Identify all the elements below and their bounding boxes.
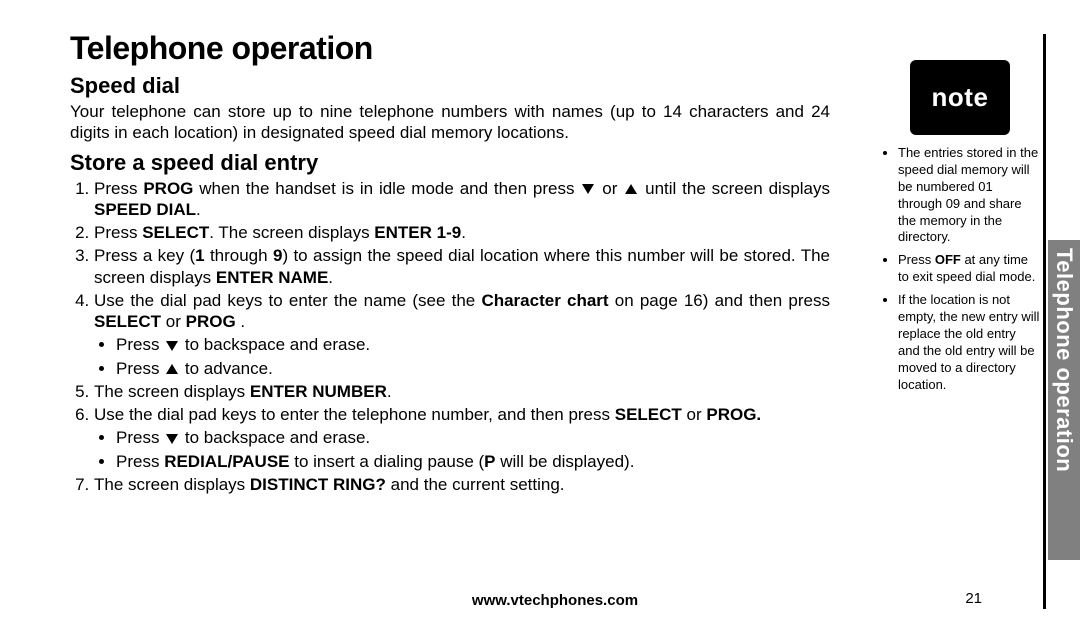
text: Press bbox=[898, 252, 935, 267]
text: Press bbox=[116, 359, 164, 378]
step-2: Press SELECT. The screen displays ENTER … bbox=[94, 222, 830, 243]
text: to insert a dialing pause ( bbox=[290, 452, 485, 471]
text: and the current setting. bbox=[386, 475, 565, 494]
text: Press bbox=[116, 452, 164, 471]
step-1: Press PROG when the handset is in idle m… bbox=[94, 178, 830, 221]
ref-character-chart: Character chart bbox=[481, 291, 608, 310]
step-6: Use the dial pad keys to enter the telep… bbox=[94, 404, 830, 472]
text: until the screen displays bbox=[639, 179, 830, 198]
text: will be displayed). bbox=[496, 452, 635, 471]
text: to backspace and erase. bbox=[180, 428, 370, 447]
note-list: The entries stored in the speed dial mem… bbox=[880, 145, 1040, 393]
arrow-down-icon bbox=[582, 184, 594, 194]
key-prog: PROG bbox=[143, 179, 193, 198]
arrow-down-icon bbox=[166, 341, 178, 351]
key-redial-pause: REDIAL/PAUSE bbox=[164, 452, 289, 471]
text: or bbox=[682, 405, 707, 424]
text: Press bbox=[94, 223, 142, 242]
step-6-sublist: Press to backspace and erase. Press REDI… bbox=[94, 427, 830, 472]
arrow-up-icon bbox=[625, 184, 637, 194]
note-item-1: The entries stored in the speed dial mem… bbox=[898, 145, 1040, 246]
speed-dial-heading: Speed dial bbox=[70, 73, 830, 99]
step-4-sublist: Press to backspace and erase. Press to a… bbox=[94, 334, 830, 379]
note-badge: note bbox=[910, 60, 1010, 135]
screen-p: P bbox=[484, 452, 495, 471]
text: when the handset is in idle mode and the… bbox=[193, 179, 580, 198]
text: Press bbox=[94, 179, 143, 198]
step-5: The screen displays ENTER NUMBER. bbox=[94, 381, 830, 402]
step-7: The screen displays DISTINCT RING? and t… bbox=[94, 474, 830, 495]
key-select: SELECT bbox=[142, 223, 209, 242]
step-4: Use the dial pad keys to enter the name … bbox=[94, 290, 830, 379]
screen-enter-name: ENTER NAME bbox=[216, 268, 328, 287]
note-item-3: If the location is not empty, the new en… bbox=[898, 292, 1040, 393]
text: . bbox=[387, 382, 392, 401]
key-prog: PROG. bbox=[706, 405, 761, 424]
manual-page: Telephone operation Telephone operation … bbox=[0, 0, 1080, 643]
text: . bbox=[196, 200, 201, 219]
text: Press bbox=[116, 428, 164, 447]
screen-enter-1-9: ENTER 1-9 bbox=[374, 223, 461, 242]
key-1: 1 bbox=[195, 246, 204, 265]
text: to backspace and erase. bbox=[180, 335, 370, 354]
step-3: Press a key (1 through 9) to assign the … bbox=[94, 245, 830, 288]
text: The screen displays bbox=[94, 475, 250, 494]
text: The screen displays bbox=[94, 382, 250, 401]
note-column: note The entries stored in the speed dia… bbox=[880, 60, 1040, 399]
key-prog: PROG bbox=[186, 312, 236, 331]
page-number: 21 bbox=[965, 590, 982, 607]
arrow-down-icon bbox=[166, 434, 178, 444]
text: Press a key ( bbox=[94, 246, 195, 265]
content-area: Telephone operation Speed dial Your tele… bbox=[70, 30, 1040, 613]
screen-speed-dial: SPEED DIAL bbox=[94, 200, 196, 219]
step-6-sub-2: Press REDIAL/PAUSE to insert a dialing p… bbox=[116, 451, 830, 472]
text: . bbox=[236, 312, 245, 331]
speed-dial-intro: Your telephone can store up to nine tele… bbox=[70, 101, 830, 144]
arrow-up-icon bbox=[166, 364, 178, 374]
text: to advance. bbox=[180, 359, 273, 378]
text: Use the dial pad keys to enter the telep… bbox=[94, 405, 615, 424]
main-column: Telephone operation Speed dial Your tele… bbox=[70, 30, 830, 495]
section-title: Telephone operation bbox=[70, 30, 830, 67]
key-off: OFF bbox=[935, 252, 961, 267]
key-select: SELECT bbox=[94, 312, 161, 331]
text: through bbox=[205, 246, 273, 265]
text: . The screen displays bbox=[209, 223, 374, 242]
step-4-sub-2: Press to advance. bbox=[116, 358, 830, 379]
text: or bbox=[161, 312, 186, 331]
key-select: SELECT bbox=[615, 405, 682, 424]
step-6-sub-1: Press to backspace and erase. bbox=[116, 427, 830, 448]
text: Press bbox=[116, 335, 164, 354]
right-border bbox=[1043, 34, 1046, 609]
screen-enter-number: ENTER NUMBER bbox=[250, 382, 387, 401]
step-4-sub-1: Press to backspace and erase. bbox=[116, 334, 830, 355]
text: Use the dial pad keys to enter the name … bbox=[94, 291, 481, 310]
screen-distinct-ring: DISTINCT RING? bbox=[250, 475, 386, 494]
text: . bbox=[461, 223, 466, 242]
text: on page 16) and then press bbox=[609, 291, 830, 310]
store-entry-heading: Store a speed dial entry bbox=[70, 150, 830, 176]
text: . bbox=[328, 268, 333, 287]
note-item-2: Press OFF at any time to exit speed dial… bbox=[898, 252, 1040, 286]
footer-url: www.vtechphones.com bbox=[70, 592, 1040, 609]
side-tab-label: Telephone operation bbox=[1051, 248, 1077, 552]
text: or bbox=[596, 179, 623, 198]
store-entry-steps: Press PROG when the handset is in idle m… bbox=[70, 178, 830, 496]
